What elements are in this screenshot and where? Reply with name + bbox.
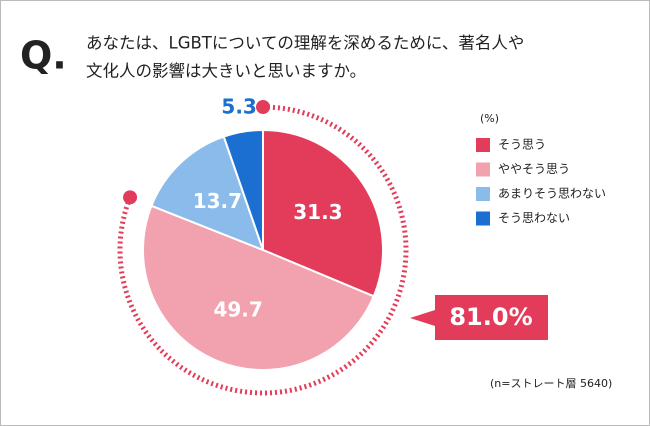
pie-slice <box>150 135 265 252</box>
note: (n=ストレート層 5640) <box>490 377 612 390</box>
question-label: Q. <box>20 34 67 78</box>
data-label: 49.7 <box>213 298 262 322</box>
annotation: 81.0% <box>449 303 532 331</box>
chart-title: 文化人の影響は大きいと思いますか。 <box>86 62 366 81</box>
bracket-dot <box>256 100 270 114</box>
legend-label: あまりそう思わない <box>498 187 606 201</box>
bracket-dot <box>123 190 138 205</box>
legend-swatch <box>476 138 490 152</box>
callout-box <box>410 295 548 340</box>
legend-swatch <box>476 211 490 226</box>
pie-slice <box>262 128 384 298</box>
legend-swatch <box>476 162 490 177</box>
data-label: 5.3 <box>221 94 256 118</box>
pie-slice <box>142 204 376 371</box>
pie-slice <box>222 128 264 251</box>
legend-label: ややそう思う <box>498 162 570 176</box>
legend-swatch <box>476 187 490 201</box>
data-label: 13.7 <box>193 189 242 213</box>
chart-title: あなたは、LGBTについての理解を深めるために、著名人や <box>86 34 524 53</box>
data-label: 31.3 <box>293 200 342 224</box>
legend-label: そう思わない <box>498 211 570 225</box>
legend-label: そう思う <box>498 138 546 152</box>
legend-title: (%) <box>480 112 499 125</box>
